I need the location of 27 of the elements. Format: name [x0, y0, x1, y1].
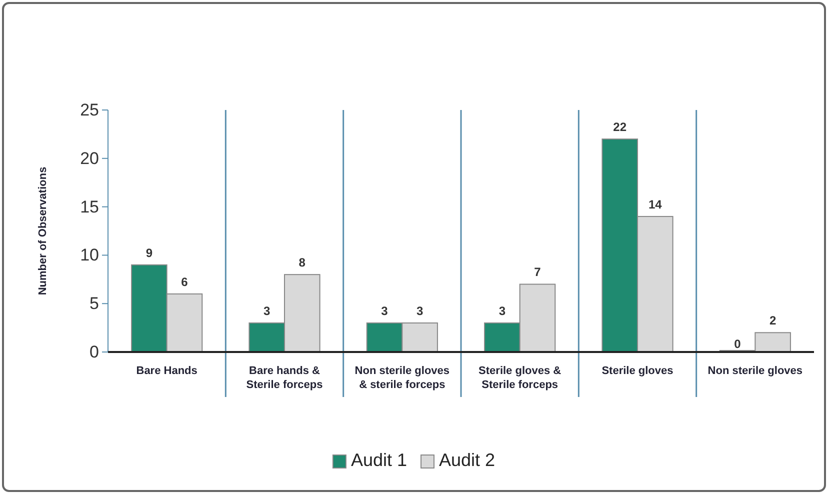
y-tick-label: 20: [80, 148, 99, 168]
data-label: 3: [498, 304, 506, 318]
x-tick-label: Sterile gloves: [602, 365, 674, 377]
x-tick-label: Bare Hands: [136, 365, 198, 377]
data-label: 3: [381, 304, 388, 318]
data-label: 3: [264, 304, 271, 318]
data-label: 7: [534, 265, 542, 280]
data-label: 9: [146, 246, 153, 260]
data-label: 8: [298, 256, 306, 270]
data-label: 14: [648, 197, 662, 212]
y-tick-label: 10: [80, 246, 99, 265]
y-tick-label: 5: [90, 294, 99, 314]
legend-label: Audit 2: [439, 450, 496, 470]
x-tick-label: Bare hands & Sterile forceps: [246, 365, 323, 391]
data-label: 22: [613, 120, 627, 134]
data-label: 0: [734, 337, 742, 351]
x-tick-label: Non sterile gloves & sterile forceps: [354, 365, 450, 391]
x-tick-label: Non sterile gloves: [708, 365, 803, 377]
y-tick-label: 0: [90, 342, 99, 362]
data-label: 2: [769, 314, 776, 328]
legend-label: Audit 1: [350, 450, 407, 470]
data-label: 3: [416, 304, 424, 318]
data-label: 6: [181, 274, 188, 289]
y-tick-label: 25: [80, 100, 99, 120]
y-axis-title: Number of Observations: [37, 166, 49, 296]
x-tick-label: Sterile gloves & Sterile forceps: [478, 365, 562, 391]
y-tick-label: 15: [80, 197, 99, 216]
